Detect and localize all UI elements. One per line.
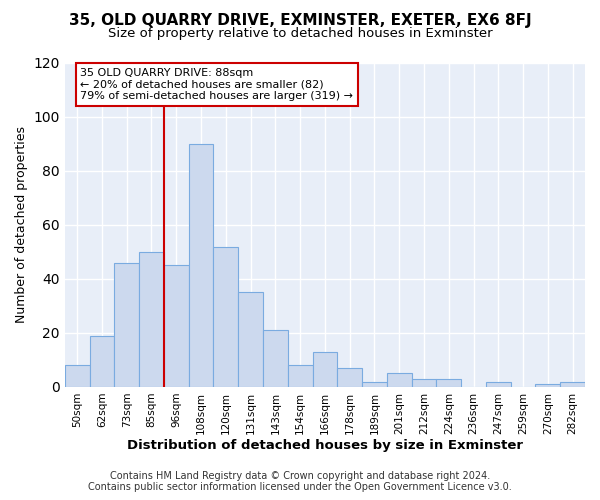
- Bar: [412, 379, 436, 387]
- Bar: [313, 352, 337, 387]
- Bar: [288, 366, 313, 387]
- Bar: [238, 292, 263, 387]
- Bar: [337, 368, 362, 387]
- Bar: [486, 382, 511, 387]
- Bar: [436, 379, 461, 387]
- Y-axis label: Number of detached properties: Number of detached properties: [15, 126, 28, 324]
- Text: 35 OLD QUARRY DRIVE: 88sqm
← 20% of detached houses are smaller (82)
79% of semi: 35 OLD QUARRY DRIVE: 88sqm ← 20% of deta…: [80, 68, 353, 101]
- Bar: [263, 330, 288, 387]
- Bar: [164, 266, 188, 387]
- Text: 35, OLD QUARRY DRIVE, EXMINSTER, EXETER, EX6 8FJ: 35, OLD QUARRY DRIVE, EXMINSTER, EXETER,…: [68, 12, 532, 28]
- Bar: [139, 252, 164, 387]
- Text: Size of property relative to detached houses in Exminster: Size of property relative to detached ho…: [107, 28, 493, 40]
- Bar: [214, 246, 238, 387]
- Bar: [188, 144, 214, 387]
- Bar: [560, 382, 585, 387]
- Bar: [65, 366, 89, 387]
- Bar: [115, 263, 139, 387]
- Bar: [89, 336, 115, 387]
- Bar: [535, 384, 560, 387]
- Bar: [387, 374, 412, 387]
- Text: Contains HM Land Registry data © Crown copyright and database right 2024.
Contai: Contains HM Land Registry data © Crown c…: [88, 471, 512, 492]
- Bar: [362, 382, 387, 387]
- X-axis label: Distribution of detached houses by size in Exminster: Distribution of detached houses by size …: [127, 440, 523, 452]
